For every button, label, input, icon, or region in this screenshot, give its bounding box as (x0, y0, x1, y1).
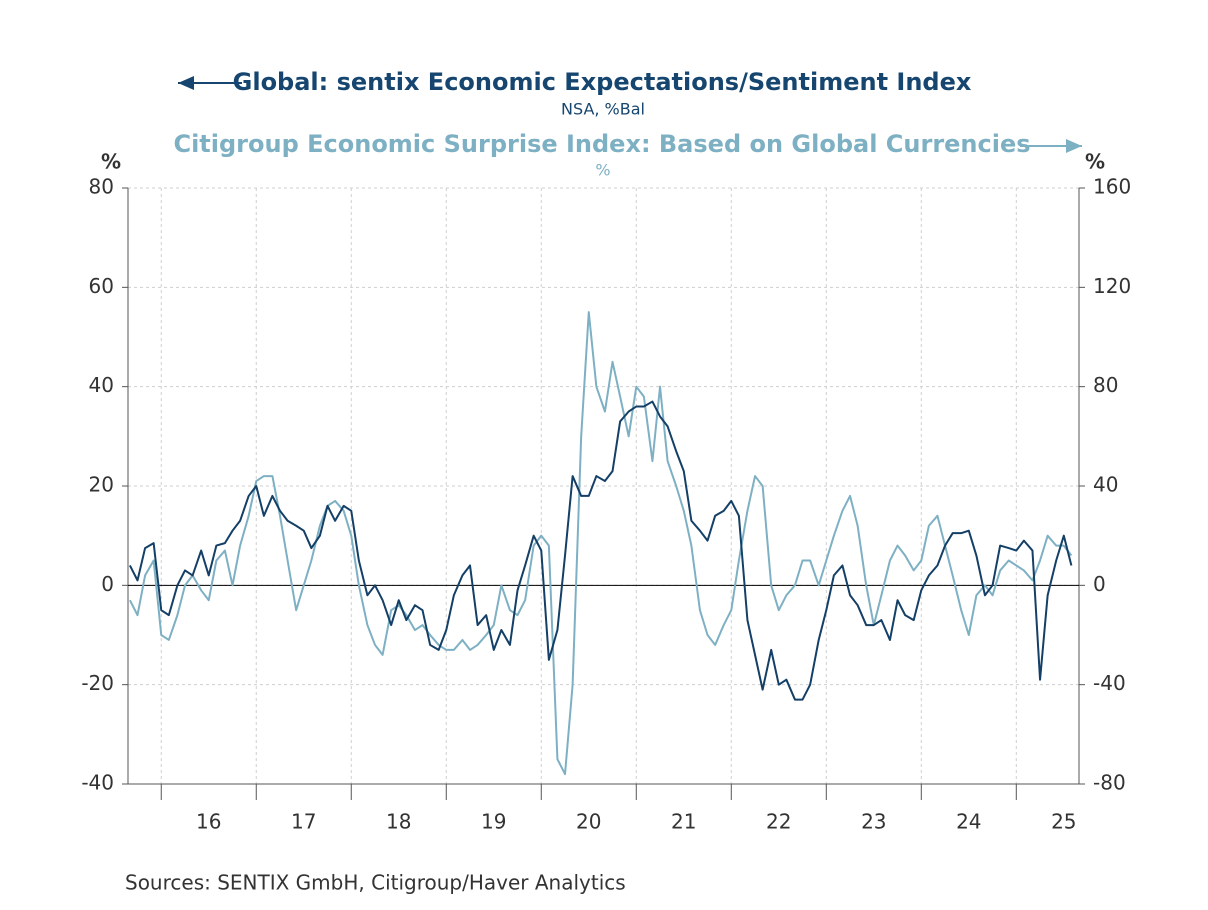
y-axis-unit: % (101, 150, 121, 174)
series-line (129, 400, 1073, 701)
y2-tick-label: 0 (1093, 572, 1106, 596)
right-arrow-head (1066, 139, 1082, 153)
chart-subtitle-2: % (595, 161, 610, 180)
x-tick-label: 23 (861, 810, 886, 834)
y2-axis-unit: % (1085, 150, 1105, 174)
y2-tick-label: 120 (1093, 274, 1131, 298)
x-tick-label: 17 (291, 810, 316, 834)
y2-tick-label: 80 (1093, 373, 1118, 397)
x-tick-label: 25 (1051, 810, 1076, 834)
chart-title: Global: sentix Economic Expectations/Sen… (233, 68, 972, 96)
x-tick-label: 18 (386, 810, 411, 834)
x-tick-label: 16 (196, 810, 221, 834)
y-tick-label: 40 (89, 373, 114, 397)
left-arrow-head (178, 76, 194, 90)
y2-tick-label: 160 (1093, 175, 1131, 199)
x-tick-label: 19 (481, 810, 506, 834)
y-tick-label: -40 (81, 771, 114, 795)
x-tick-label: 22 (766, 810, 791, 834)
y-tick-label: 60 (89, 274, 114, 298)
y2-tick-label: 40 (1093, 473, 1118, 497)
y-tick-label: 0 (101, 572, 114, 596)
x-tick-label: 24 (956, 810, 981, 834)
y2-tick-label: -80 (1093, 771, 1126, 795)
y-tick-label: 20 (89, 473, 114, 497)
y2-tick-label: -40 (1093, 671, 1126, 695)
x-tick-label: 20 (576, 810, 601, 834)
source-note: Sources: SENTIX GmbH, Citigroup/Haver An… (125, 871, 626, 895)
series-line (129, 311, 1073, 776)
chart-title-2: Citigroup Economic Surprise Index: Based… (173, 130, 1030, 158)
chart-subtitle: NSA, %Bal (561, 100, 645, 119)
x-tick-label: 21 (671, 810, 696, 834)
y-tick-label: -20 (81, 671, 114, 695)
y-tick-label: 80 (89, 175, 114, 199)
